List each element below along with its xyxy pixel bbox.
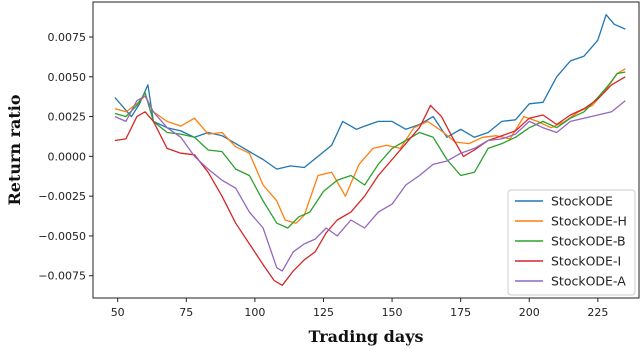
legend-label: StockODE-A <box>551 274 626 289</box>
series-line-stockode-h <box>114 68 626 224</box>
legend-label: StockODE-B <box>551 234 626 249</box>
series-line-stockode-b <box>114 71 626 229</box>
y-axis: −0.0075 −0.0050 −0.0025 0.0000 0.0025 0.0050 0… <box>38 31 93 283</box>
x-axis: 50 75 100 125 150 175 200 225 <box>111 298 608 319</box>
legend: StockODE StockODE-H StockODE-B StockODE-I St… <box>507 189 636 296</box>
x-tick-label: 175 <box>450 306 471 319</box>
series-line-stockode-a <box>114 95 626 272</box>
x-axis-title: Trading days <box>308 327 423 346</box>
y-tick-label: 0.0000 <box>48 150 87 163</box>
y-tick-label: 0.0025 <box>48 111 87 124</box>
x-tick-label: 100 <box>244 306 265 319</box>
legend-label: StockODE-I <box>551 254 621 269</box>
x-tick-label: 150 <box>382 306 403 319</box>
y-tick-label: 0.0075 <box>48 31 87 44</box>
y-tick-label: −0.0075 <box>38 270 86 283</box>
plot-frame <box>92 1 640 299</box>
y-tick-label: 0.0050 <box>48 71 87 84</box>
x-tick-label: 200 <box>519 306 540 319</box>
x-tick-label: 125 <box>313 306 334 319</box>
x-tick-label: 225 <box>587 306 608 319</box>
y-tick-label: −0.0025 <box>38 190 86 203</box>
y-tick-label: −0.0050 <box>38 230 86 243</box>
legend-label: StockODE-H <box>551 214 627 229</box>
series-line-stockode-i <box>114 76 626 286</box>
series-lines <box>114 14 626 286</box>
series-line-stockode <box>114 14 626 170</box>
x-tick-label: 50 <box>111 306 125 319</box>
y-axis-title: Return ratio <box>5 94 24 205</box>
x-tick-label: 75 <box>179 306 193 319</box>
legend-label: StockODE <box>551 194 613 209</box>
legend-box <box>507 189 636 296</box>
